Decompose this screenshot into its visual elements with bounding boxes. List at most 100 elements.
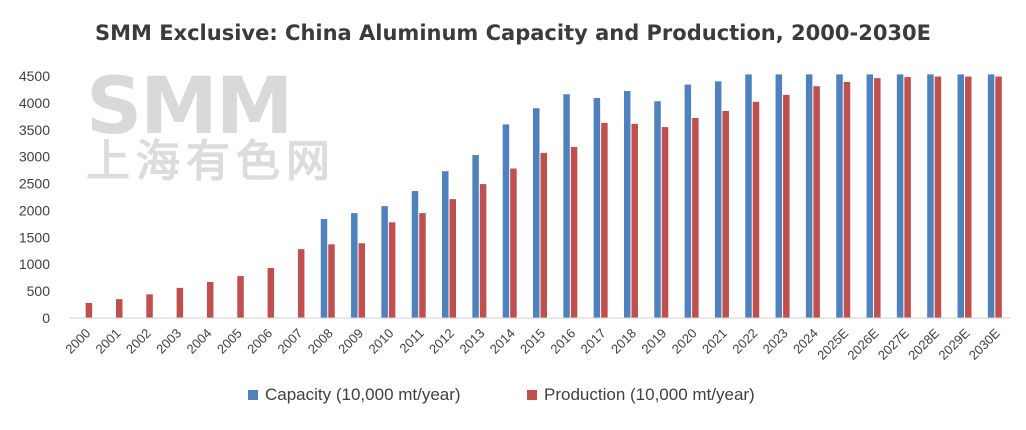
x-axis: 2000 2001 2002 2003 2004 2005 2006 2007 2008 2009… bbox=[62, 325, 1003, 362]
production-bar bbox=[267, 267, 275, 318]
x-tick-label: 2016 bbox=[547, 326, 578, 357]
production-bar bbox=[722, 110, 729, 319]
y-tick-label: 1500 bbox=[19, 229, 50, 245]
x-tick-label: 2013 bbox=[456, 326, 487, 357]
capacity-bar bbox=[442, 171, 449, 318]
x-tick-label: 2000 bbox=[62, 326, 93, 357]
x-tick-label: 2011 bbox=[396, 326, 426, 356]
production-bar bbox=[965, 76, 972, 318]
capacity-bar bbox=[805, 74, 813, 318]
capacity-bar bbox=[866, 74, 874, 318]
production-bar bbox=[176, 287, 184, 318]
x-tick-label: 2008 bbox=[305, 326, 336, 357]
capacity-bar bbox=[684, 84, 692, 318]
x-tick-label: 2010 bbox=[365, 326, 396, 357]
capacity-bar bbox=[411, 191, 419, 318]
production-bar bbox=[874, 78, 881, 319]
x-tick-label: 2027E bbox=[875, 325, 912, 362]
production-bar bbox=[510, 168, 517, 318]
production-bar bbox=[237, 276, 244, 318]
x-tick-label: 2029E bbox=[935, 325, 972, 362]
production-bar bbox=[843, 81, 851, 318]
production-bar bbox=[813, 86, 820, 318]
production-bar bbox=[146, 294, 153, 318]
y-tick-label: 2500 bbox=[19, 176, 50, 192]
y-tick-label: 4500 bbox=[19, 68, 50, 84]
production-bar bbox=[358, 243, 366, 318]
capacity-bar bbox=[957, 74, 965, 318]
capacity-bar bbox=[563, 94, 570, 318]
y-axis: 0 500 1000 1500 2000 2500 3000 3500 4000 4500 bbox=[19, 68, 50, 326]
production-bar bbox=[570, 146, 578, 318]
production-bar bbox=[479, 184, 487, 318]
production-bar bbox=[85, 302, 93, 318]
capacity-bar bbox=[533, 108, 540, 319]
production-bar bbox=[115, 299, 123, 318]
x-tick-label: 2014 bbox=[487, 326, 518, 357]
capacity-bar bbox=[775, 74, 783, 318]
legend-label: Capacity (10,000 mt/year) bbox=[265, 385, 461, 404]
x-tick-label: 2009 bbox=[335, 326, 366, 357]
capacity-bar bbox=[593, 98, 601, 318]
x-tick-label: 2026E bbox=[844, 325, 881, 362]
y-tick-label: 2000 bbox=[19, 202, 50, 218]
capacity-bar bbox=[896, 74, 904, 318]
capacity-bar bbox=[987, 74, 995, 318]
x-tick-label: 2018 bbox=[608, 326, 639, 357]
x-tick-label: 2017 bbox=[578, 326, 609, 357]
x-tick-label: 2020 bbox=[669, 326, 700, 357]
y-tick-label: 1000 bbox=[19, 256, 50, 272]
x-tick-label: 2004 bbox=[184, 326, 215, 357]
legend-label: Production (10,000 mt/year) bbox=[544, 385, 755, 404]
x-tick-label: 2022 bbox=[729, 326, 760, 357]
y-tick-label: 3000 bbox=[19, 149, 50, 165]
x-tick-label: 2015 bbox=[517, 326, 548, 357]
x-tick-label: 2005 bbox=[214, 326, 245, 357]
x-tick-label: 2007 bbox=[274, 326, 305, 357]
production-bar bbox=[995, 76, 1002, 318]
x-tick-label: 2002 bbox=[123, 326, 154, 357]
capacity-bar bbox=[623, 91, 631, 318]
x-tick-label: 2001 bbox=[93, 326, 124, 357]
y-tick-label: 3500 bbox=[19, 122, 50, 138]
capacity-bar bbox=[714, 81, 722, 318]
x-tick-label: 2003 bbox=[153, 326, 184, 357]
legend-swatch bbox=[527, 390, 537, 400]
y-tick-label: 0 bbox=[42, 310, 50, 326]
production-bar bbox=[297, 249, 305, 318]
production-bar bbox=[783, 94, 790, 318]
bars bbox=[85, 74, 1002, 319]
watermark-en: SMM bbox=[86, 62, 291, 152]
x-tick-label: 2021 bbox=[699, 326, 730, 357]
watermark-cn: 上海有色网 bbox=[86, 136, 336, 187]
production-bar bbox=[934, 76, 942, 318]
x-tick-label: 2006 bbox=[244, 326, 275, 357]
capacity-bar bbox=[836, 74, 843, 318]
production-bar bbox=[601, 122, 608, 318]
legend-swatch bbox=[248, 390, 258, 400]
x-tick-label: 2012 bbox=[426, 326, 457, 357]
x-tick-label: 2030E bbox=[966, 325, 1003, 362]
x-tick-label: 2023 bbox=[760, 326, 791, 357]
production-bar bbox=[661, 127, 669, 318]
capacity-bar bbox=[927, 74, 934, 318]
production-bar bbox=[752, 101, 760, 318]
x-tick-label: 2025E bbox=[814, 325, 851, 362]
x-tick-label: 2019 bbox=[638, 326, 669, 357]
production-bar bbox=[419, 213, 426, 318]
capacity-bar bbox=[351, 213, 358, 318]
production-bar bbox=[692, 117, 699, 318]
legend: Capacity (10,000 mt/year) Production (10,… bbox=[248, 385, 755, 404]
production-bar bbox=[388, 222, 396, 318]
capacity-bar bbox=[654, 101, 661, 318]
capacity-bar bbox=[381, 206, 388, 318]
capacity-bar bbox=[502, 124, 510, 319]
y-tick-label: 4000 bbox=[19, 95, 50, 111]
capacity-bar bbox=[745, 74, 752, 318]
production-bar bbox=[328, 244, 335, 318]
production-bar bbox=[449, 199, 457, 318]
production-bar bbox=[540, 152, 547, 318]
x-tick-label: 2028E bbox=[905, 325, 942, 362]
y-tick-label: 500 bbox=[27, 283, 51, 299]
